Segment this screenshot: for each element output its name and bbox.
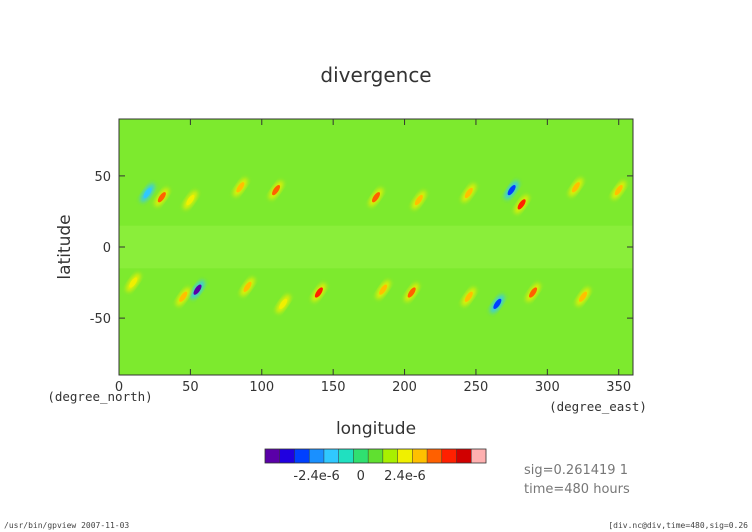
field-feature-10 — [140, 183, 155, 203]
field-feature-16 — [404, 283, 419, 302]
field-feature-15 — [376, 280, 391, 299]
field-feature-9 — [611, 180, 626, 200]
field-feature-2 — [233, 177, 248, 197]
y-tick-label-2: -50 — [90, 312, 111, 327]
x-tick-label-7: 350 — [606, 380, 631, 395]
colorbar-tick-label-1: 0 — [357, 469, 365, 484]
field-feature-6 — [461, 183, 476, 203]
field-feature-13 — [311, 283, 326, 302]
field-feature-18 — [490, 294, 505, 314]
x-axis-label: longitude — [336, 419, 416, 439]
field-feature-7 — [514, 195, 529, 214]
y-unit-label: (degree_north) — [47, 389, 152, 404]
colorbar-swatch-11 — [427, 449, 443, 463]
field-feature-21 — [276, 294, 291, 314]
x-tick-label-6: 300 — [535, 380, 560, 395]
x-tick-label-0: 0 — [115, 380, 123, 395]
equatorial-band — [119, 225, 633, 269]
time-info: time=480 hours — [524, 482, 630, 497]
y-tick-label-0: 50 — [94, 170, 111, 185]
colorbar-swatch-1 — [279, 449, 295, 463]
field-feature-11 — [504, 180, 519, 200]
field-feature-14 — [176, 287, 191, 307]
colorbar-swatch-3 — [309, 449, 325, 463]
colorbar-swatch-13 — [456, 449, 472, 463]
colorbar-swatch-12 — [441, 449, 457, 463]
field-feature-0 — [154, 187, 169, 207]
field-feature-3 — [268, 180, 284, 200]
colorbar-swatch-6 — [353, 449, 369, 463]
colorbar-tick-label-0: -2.4e-6 — [293, 469, 339, 484]
y-axis-label: latitude — [55, 214, 75, 279]
field-feature-8 — [568, 177, 583, 197]
x-tick-label-5: 250 — [464, 380, 489, 395]
chart-title: divergence — [320, 63, 431, 87]
colorbar-swatch-0 — [265, 449, 281, 463]
field-feature-5 — [411, 190, 426, 210]
field-layer — [119, 177, 633, 314]
field-feature-20 — [575, 287, 591, 307]
x-axis: 0 50 100 150 200 250 300 350 — [115, 119, 631, 395]
x-tick-label-1: 50 — [182, 380, 199, 395]
field-feature-19 — [525, 283, 541, 302]
x-unit-label: (degree_east) — [549, 399, 647, 414]
x-tick-label-2: 100 — [249, 380, 274, 395]
colorbar-swatch-10 — [412, 449, 428, 463]
field-feature-4 — [368, 187, 384, 207]
colorbar-swatch-9 — [397, 449, 413, 463]
colorbar-swatch-5 — [338, 449, 354, 463]
colorbar-frame — [264, 448, 487, 464]
y-tick-label-1: 0 — [103, 241, 111, 256]
colorbar-swatch-2 — [294, 449, 310, 463]
footer-left: /usr/bin/gpview 2007-11-03 — [4, 521, 129, 530]
field-feature-12 — [190, 280, 205, 299]
x-tick-label-4: 200 — [392, 380, 417, 395]
plot-area — [118, 118, 634, 376]
colorbar-swatch-8 — [382, 449, 398, 463]
x-tick-label-3: 150 — [321, 380, 346, 395]
field-feature-17 — [461, 287, 476, 307]
footer-right: [div.nc@div,time=480,sig=0.26 — [608, 521, 748, 530]
field-feature-23 — [126, 273, 141, 292]
field-feature-1 — [183, 190, 198, 210]
sig-info: sig=0.261419 1 — [524, 463, 628, 478]
colorbar: -2.4e-6 0 2.4e-6 — [264, 448, 487, 484]
colorbar-swatch-7 — [368, 449, 384, 463]
colorbar-swatch-14 — [471, 449, 487, 463]
colorbar-tick-label-2: 2.4e-6 — [384, 469, 426, 484]
field-feature-22 — [240, 277, 255, 297]
y-axis: 50 0 -50 — [90, 170, 633, 327]
colorbar-swatch-4 — [323, 449, 339, 463]
